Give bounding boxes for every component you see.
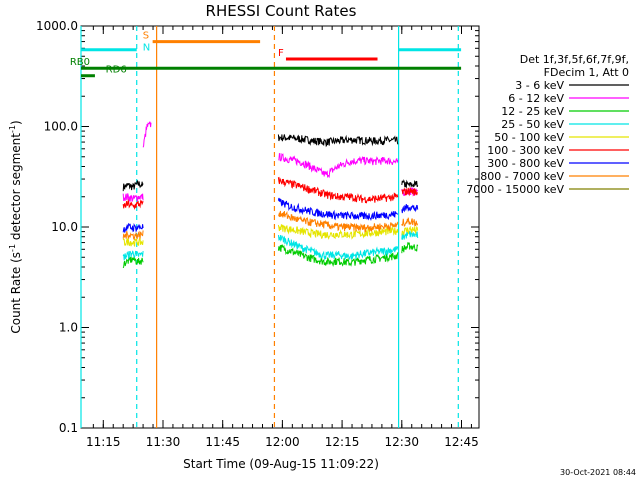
y-axis-title-superscript: -1 bbox=[8, 125, 17, 133]
y-axis: 0.1 1.0 10.0 100.0 1000.0 bbox=[36, 19, 479, 435]
x-tick-label: 11:45 bbox=[205, 435, 240, 449]
series-line bbox=[122, 255, 144, 269]
y-tick-label: 1.0 bbox=[59, 321, 78, 335]
y-axis-title-part: Count Rate (s bbox=[9, 252, 23, 334]
series-line bbox=[278, 152, 399, 179]
series-line bbox=[122, 237, 144, 247]
legend-label: 800 - 7000 keV bbox=[480, 170, 564, 183]
legend: Det 1f,3f,5f,6f,7f,9f, FDecim 1, Att 0 3… bbox=[466, 53, 629, 196]
series-line bbox=[401, 241, 419, 254]
flag-label: N bbox=[143, 43, 150, 54]
y-axis-title-part: ) bbox=[9, 120, 23, 125]
x-tick-label: 12:15 bbox=[325, 435, 360, 449]
series-line bbox=[277, 210, 399, 233]
series-line bbox=[122, 180, 144, 192]
y-tick-label: 1000.0 bbox=[36, 19, 78, 33]
series-line bbox=[122, 250, 144, 261]
series-line bbox=[142, 121, 152, 148]
x-tick-label: 12:45 bbox=[444, 435, 479, 449]
series-line bbox=[401, 217, 419, 227]
flag-bars: S F N RB0 RD6 bbox=[70, 31, 462, 78]
legend-label: 12 - 25 keV bbox=[501, 105, 564, 118]
series-line bbox=[401, 225, 419, 236]
series-lines bbox=[122, 121, 419, 269]
x-axis: 11:15 11:30 11:45 12:00 12:15 12:30 12:45 bbox=[86, 26, 479, 449]
series-line bbox=[277, 197, 399, 222]
series-line bbox=[401, 187, 419, 197]
legend-label: 3 - 6 keV bbox=[515, 79, 564, 92]
chart-title: RHESSI Count Rates bbox=[206, 2, 357, 20]
legend-label: 6 - 12 keV bbox=[508, 92, 564, 105]
x-tick-label: 12:30 bbox=[384, 435, 419, 449]
series-line bbox=[401, 204, 419, 214]
series-line bbox=[122, 193, 144, 202]
flag-label: S bbox=[143, 31, 149, 42]
series-line bbox=[277, 234, 399, 261]
y-tick-label: 100.0 bbox=[44, 120, 78, 134]
legend-label: 50 - 100 keV bbox=[494, 131, 564, 144]
flag-label: RB0 bbox=[70, 57, 90, 68]
series-line bbox=[277, 134, 399, 148]
series-line bbox=[277, 176, 399, 204]
series-line bbox=[122, 230, 144, 241]
legend-header: Det 1f,3f,5f,6f,7f,9f, bbox=[520, 53, 629, 66]
series-line bbox=[122, 222, 144, 233]
y-axis-title: Count Rate (s-1 detector segment-1) bbox=[8, 120, 23, 333]
legend-label: 25 - 50 keV bbox=[501, 118, 564, 131]
y-tick-label: 0.1 bbox=[59, 421, 78, 435]
x-axis-title: Start Time (09-Aug-15 11:09:22) bbox=[183, 457, 379, 471]
x-tick-label: 11:15 bbox=[86, 435, 121, 449]
generation-timestamp: 30-Oct-2021 08:44 bbox=[560, 468, 636, 477]
y-axis-title-superscript: -1 bbox=[8, 244, 17, 252]
legend-label: 100 - 300 keV bbox=[487, 144, 564, 157]
flag-label: RD6 bbox=[106, 65, 127, 76]
legend-label: 300 - 800 keV bbox=[487, 157, 564, 170]
x-tick-label: 12:00 bbox=[265, 435, 300, 449]
series-line bbox=[277, 224, 399, 240]
reference-lines bbox=[80, 26, 459, 428]
y-axis-title-part: detector segment bbox=[9, 133, 23, 244]
y-tick-label: 10.0 bbox=[51, 220, 78, 234]
series-line bbox=[401, 229, 419, 241]
legend-header: FDecim 1, Att 0 bbox=[544, 66, 629, 79]
legend-label: 7000 - 15000 keV bbox=[466, 183, 564, 196]
flag-label: F bbox=[278, 48, 284, 59]
series-line bbox=[122, 198, 144, 210]
series-line bbox=[401, 179, 419, 188]
series-line bbox=[277, 243, 399, 268]
x-tick-label: 11:30 bbox=[146, 435, 181, 449]
